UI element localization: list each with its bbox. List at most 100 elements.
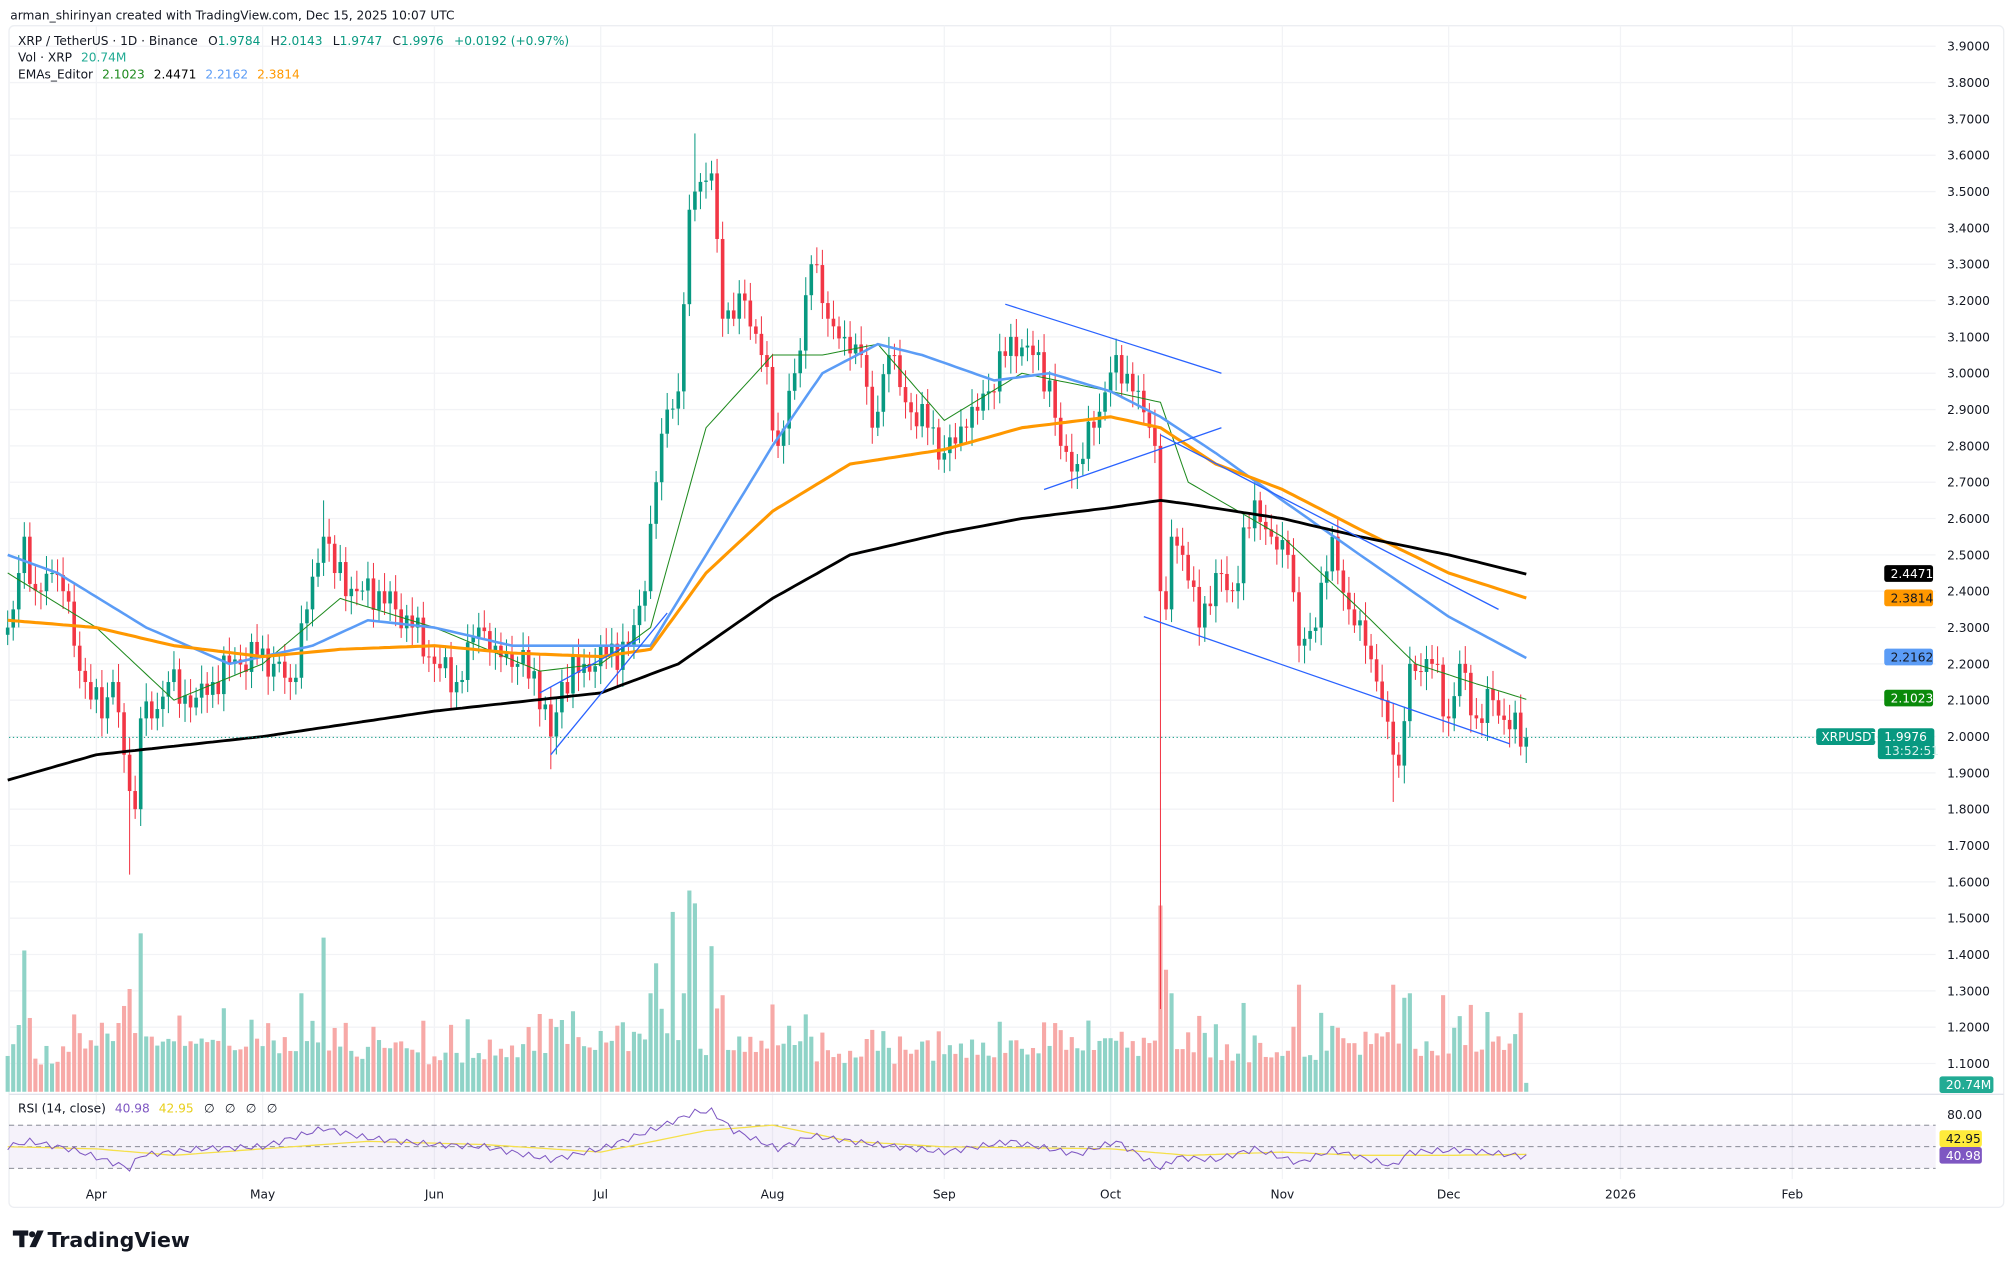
price-tick-label: 1.4000 [1947, 948, 1990, 962]
ema200-badge-text: 2.4471 [1891, 567, 1934, 581]
candle-up [471, 636, 476, 643]
candle-down [1180, 545, 1185, 555]
candle-up [521, 650, 525, 664]
volume-bar [981, 1042, 986, 1092]
price-tick-label: 1.1000 [1947, 1057, 1990, 1071]
volume-bar [665, 1033, 670, 1092]
volume-bar [1114, 1040, 1119, 1092]
volume-bar [410, 1049, 415, 1092]
volume-bar [742, 1051, 747, 1092]
volume-bar [997, 1021, 1002, 1092]
volume-bar [155, 1045, 160, 1092]
volume-bar [1308, 1055, 1313, 1092]
volume-bar [315, 1042, 321, 1092]
volume-bar [1446, 1053, 1451, 1092]
volume-bar [1429, 1050, 1435, 1092]
candle-down [903, 387, 908, 403]
price-tick-label: 2.7000 [1947, 476, 1990, 490]
candle-down [1142, 390, 1146, 413]
volume-bar [22, 950, 27, 1092]
symbol-name[interactable]: XRP / TetherUS · 1D · Binance [18, 34, 198, 48]
candle-down [332, 543, 337, 574]
candle-up [1009, 336, 1013, 356]
price-tick-label: 2.8000 [1947, 439, 1990, 453]
volume-bar [1441, 995, 1446, 1092]
volume-bar [615, 1025, 620, 1092]
volume-bar [332, 1027, 337, 1092]
symbol-badge[interactable] [1816, 728, 1876, 745]
candle-up [676, 391, 681, 409]
price-axis[interactable]: 3.9000 3.8000 3.7000 3.6000 3.5000 3.4000 3.30… [1947, 40, 1990, 1122]
candle-down [1435, 663, 1440, 665]
tradingview-logo[interactable]: TradingView [12, 1228, 190, 1252]
candle-down [831, 318, 836, 327]
bar-countdown: 13:52:51 [1884, 744, 1939, 758]
candle-up [1025, 345, 1030, 348]
candle-down [1263, 521, 1268, 530]
volume-bar [476, 1053, 481, 1092]
candle-up [1457, 663, 1462, 697]
candle-up [632, 625, 636, 646]
volume-bar [775, 1045, 781, 1092]
volume-bar [1274, 1052, 1279, 1092]
candles[interactable] [5, 133, 1529, 1010]
rsi-badge-text: 40.98 [1946, 1149, 1981, 1163]
time-axis[interactable]: Apr May Jun Jul Aug Sep Oct Nov Dec 2026 Feb [86, 1187, 1804, 1201]
volume-bar [144, 1036, 149, 1092]
volume-bar [1047, 1045, 1052, 1092]
candle-up [144, 701, 149, 719]
time-tick-label: 2026 [1605, 1187, 1636, 1201]
volume-bar [820, 1032, 825, 1092]
candle-up [172, 669, 176, 683]
candle-down [576, 655, 581, 673]
volume-bar [1119, 1031, 1124, 1092]
candle-up [981, 393, 985, 411]
volume-bar [1086, 1020, 1091, 1092]
rsi-na-value: ∅ [225, 1101, 236, 1115]
svg-text:XRP / TetherUS · 1D · Binance: XRP / TetherUS · 1D · Binance O1.9784 H2… [18, 34, 569, 48]
volume-bar [482, 1059, 487, 1092]
candle-up [532, 671, 536, 679]
ema-legend[interactable]: EMAs_Editor 2.1023 2.4471 2.2162 2.3814 [18, 67, 300, 81]
price-tick-label: 1.8000 [1947, 803, 1990, 817]
candle-down [754, 326, 758, 334]
candle-down [327, 536, 331, 544]
volume-bar [903, 1049, 908, 1092]
trendline [1160, 434, 1499, 610]
candle-down [715, 173, 719, 239]
volume-bar [803, 1014, 808, 1092]
volume-bar [1019, 1048, 1024, 1092]
candle-down [288, 677, 293, 683]
volume-bar [343, 1022, 348, 1092]
price-tick-label: 1.7000 [1947, 839, 1990, 853]
candle-up [94, 687, 99, 700]
rsi-ma-value: 42.95 [159, 1101, 194, 1115]
volume-bar [1191, 1052, 1196, 1092]
volume-bar [1258, 1042, 1263, 1092]
candle-down [1153, 427, 1157, 446]
volume-bar [227, 1045, 232, 1092]
candle-up [876, 411, 880, 428]
volume-bar [1252, 1035, 1257, 1092]
volume-bar [1357, 1054, 1363, 1092]
rsi-ma-badge [1939, 1130, 1982, 1147]
candle-down [66, 591, 71, 602]
volume-bar [1285, 1050, 1290, 1092]
volume-bar [947, 1045, 952, 1092]
candle-down [28, 536, 32, 584]
volume-bar [1125, 1047, 1130, 1092]
volume-bar [1042, 1022, 1047, 1092]
rsi-legend[interactable]: RSI (14, close) 40.98 42.95 ∅ ∅ ∅ ∅ [18, 1101, 277, 1115]
volume-bar [1136, 1055, 1141, 1092]
price-tick-label: 3.5000 [1947, 185, 1990, 199]
volume-bar [415, 1052, 420, 1092]
volume-bar [1141, 1037, 1146, 1092]
symbol-legend[interactable]: XRP / TetherUS · 1D · Binance O1.9784 H2… [18, 34, 569, 1115]
volume-bar [465, 1019, 470, 1092]
volume-legend[interactable]: Vol · XRP 20.74M [18, 51, 126, 65]
candle-up [1020, 347, 1024, 357]
candle-down [1385, 700, 1390, 722]
trendlines[interactable] [539, 303, 1510, 756]
volume-bar [515, 1057, 520, 1092]
